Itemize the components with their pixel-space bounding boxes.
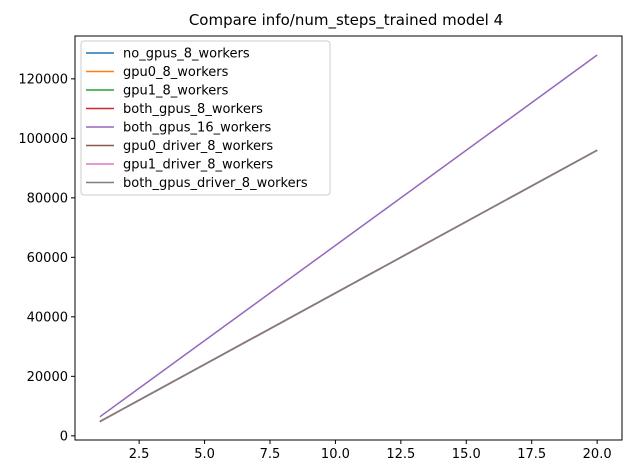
series-line-7 xyxy=(99,149,598,423)
x-tick-label: 12.5 xyxy=(386,447,415,462)
x-tick-label: 20.0 xyxy=(583,447,612,462)
x-axis: 2.5 5.0 7.5 10.0 12.5 15.0 17.5 20.0 xyxy=(129,440,612,462)
legend-label: no_gpus_8_workers xyxy=(123,47,250,62)
x-tick-label: 2.5 xyxy=(129,447,150,462)
y-tick-label: 60000 xyxy=(27,251,68,266)
y-axis: 0 20000 40000 60000 80000 100000 120000 xyxy=(18,72,75,444)
legend-label: both_gpus_16_workers xyxy=(123,121,271,136)
legend-label: gpu0_driver_8_workers xyxy=(123,139,273,154)
y-tick-label: 120000 xyxy=(18,72,68,87)
x-tick-label: 5.0 xyxy=(194,447,215,462)
x-tick-label: 15.0 xyxy=(452,447,481,462)
legend-label: both_gpus_8_workers xyxy=(123,102,263,117)
legend-label: gpu1_driver_8_workers xyxy=(123,158,273,173)
chart-title: Compare info/num_steps_trained model 4 xyxy=(189,11,503,30)
legend: no_gpus_8_workers gpu0_8_workers gpu1_8_wo… xyxy=(80,40,331,196)
legend-label: both_gpus_driver_8_workers xyxy=(123,176,308,191)
y-tick-label: 40000 xyxy=(27,310,68,325)
legend-box xyxy=(80,40,331,196)
legend-label: gpu0_8_workers xyxy=(123,65,229,80)
plot-frame xyxy=(74,35,623,441)
y-tick-label: 80000 xyxy=(27,191,68,206)
x-tick-label: 7.5 xyxy=(260,447,281,462)
series-line-4 xyxy=(99,54,598,418)
x-tick-label: 17.5 xyxy=(517,447,546,462)
y-tick-label: 20000 xyxy=(27,370,68,385)
y-tick-label: 0 xyxy=(60,429,68,444)
legend-label: gpu1_8_workers xyxy=(123,84,229,99)
y-tick-label: 100000 xyxy=(18,132,68,147)
x-tick-label: 10.0 xyxy=(321,447,350,462)
series-lines xyxy=(99,54,598,423)
